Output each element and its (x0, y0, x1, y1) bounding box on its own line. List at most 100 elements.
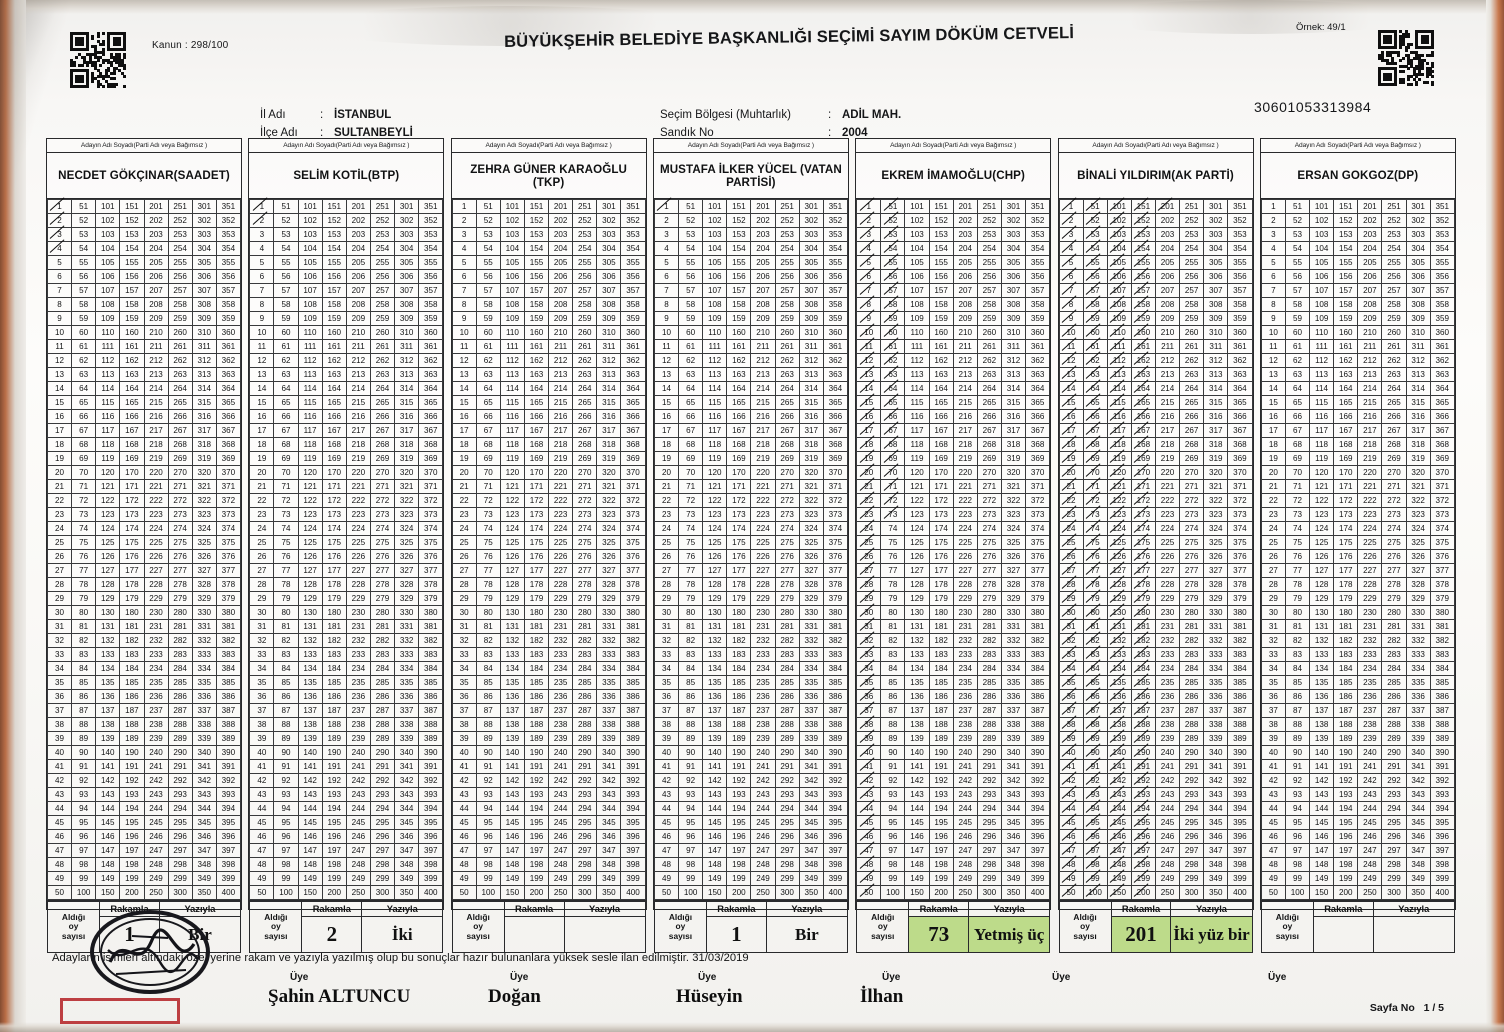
vote-number-cell[interactable]: 236 (345, 689, 371, 704)
vote-number-cell[interactable]: 389 (822, 731, 848, 746)
vote-number-cell[interactable]: 112 (1309, 353, 1335, 368)
vote-number-cell[interactable]: 360 (215, 325, 242, 340)
vote-number-cell[interactable]: 81 (1284, 619, 1311, 634)
vote-number-cell[interactable]: 52 (678, 213, 704, 228)
vote-number-cell[interactable]: 23 (249, 507, 275, 522)
vote-number-cell[interactable]: 143 (702, 787, 728, 802)
vote-number-cell[interactable]: 45 (1058, 815, 1084, 830)
vote-number-cell[interactable]: 196 (1130, 829, 1157, 844)
vote-number-cell[interactable]: 63 (1284, 367, 1311, 382)
vote-number-cell[interactable]: 305 (1203, 255, 1229, 270)
vote-number-cell[interactable]: 280 (774, 605, 800, 620)
vote-number-cell[interactable]: 337 (1000, 703, 1027, 718)
vote-number-cell[interactable]: 297 (976, 843, 1002, 858)
vote-number-cell[interactable]: 59 (273, 311, 299, 326)
vote-number-cell[interactable]: 80 (475, 605, 501, 620)
vote-number-cell[interactable]: 292 (1179, 773, 1205, 788)
vote-number-cell[interactable]: 285 (1381, 675, 1407, 690)
vote-number-cell[interactable]: 59 (1082, 311, 1108, 326)
vote-number-cell[interactable]: 251 (369, 199, 396, 214)
vote-number-cell[interactable]: 35 (249, 675, 275, 690)
vote-number-cell[interactable]: 111 (1309, 339, 1335, 354)
vote-number-cell[interactable]: 357 (215, 283, 242, 298)
vote-number-cell[interactable]: 353 (822, 227, 848, 242)
vote-number-cell[interactable]: 289 (1381, 731, 1407, 746)
vote-number-cell[interactable]: 280 (1179, 605, 1205, 620)
vote-number-cell[interactable]: 382 (1429, 633, 1455, 648)
vote-number-cell[interactable]: 7 (46, 283, 73, 298)
vote-number-cell[interactable]: 124 (499, 521, 525, 536)
vote-number-cell[interactable]: 69 (71, 451, 97, 466)
vote-number-cell[interactable]: 190 (119, 745, 145, 760)
vote-number-cell[interactable]: 271 (369, 479, 396, 494)
vote-number-cell[interactable]: 17 (249, 423, 275, 438)
vote-number-cell[interactable]: 36 (249, 689, 275, 704)
vote-number-cell[interactable]: 57 (71, 283, 97, 298)
vote-number-cell[interactable]: 358 (822, 297, 848, 312)
vote-number-cell[interactable]: 122 (499, 493, 525, 508)
vote-number-cell[interactable]: 365 (1025, 395, 1051, 410)
vote-number-cell[interactable]: 133 (297, 647, 323, 662)
vote-number-cell[interactable]: 15 (1260, 395, 1286, 410)
vote-number-cell[interactable]: 352 (822, 213, 848, 228)
vote-number-cell[interactable]: 148 (95, 857, 121, 872)
vote-number-cell[interactable]: 163 (523, 367, 550, 382)
vote-number-cell[interactable]: 346 (1000, 829, 1027, 844)
vote-number-cell[interactable]: 207 (143, 283, 169, 298)
vote-number-cell[interactable]: 25 (46, 535, 73, 550)
vote-number-cell[interactable]: 14 (46, 381, 73, 396)
vote-number-cell[interactable]: 344 (1000, 801, 1027, 816)
vote-number-cell[interactable]: 283 (369, 647, 396, 662)
vote-number-cell[interactable]: 377 (215, 563, 242, 578)
vote-number-cell[interactable]: 108 (297, 297, 323, 312)
vote-number-cell[interactable]: 265 (1179, 395, 1205, 410)
vote-number-cell[interactable]: 154 (119, 241, 145, 256)
vote-number-cell[interactable]: 125 (702, 535, 728, 550)
vote-number-cell[interactable]: 87 (475, 703, 501, 718)
vote-number-cell[interactable]: 61 (880, 339, 906, 354)
vote-number-cell[interactable]: 194 (726, 801, 752, 816)
vote-number-cell[interactable]: 286 (774, 689, 800, 704)
vote-number-cell[interactable]: 287 (976, 703, 1002, 718)
vote-number-cell[interactable]: 143 (904, 787, 930, 802)
vote-number-cell[interactable]: 373 (418, 507, 444, 522)
vote-number-cell[interactable]: 174 (523, 521, 550, 536)
vote-number-cell[interactable]: 10 (46, 325, 73, 340)
vote-number-cell[interactable]: 223 (750, 507, 776, 522)
vote-number-cell[interactable]: 287 (774, 703, 800, 718)
vote-number-cell[interactable]: 140 (904, 745, 930, 760)
vote-number-cell[interactable]: 294 (167, 801, 193, 816)
vote-number-cell[interactable]: 345 (394, 815, 420, 830)
vote-number-cell[interactable]: 295 (572, 815, 598, 830)
vote-number-cell[interactable]: 19 (1260, 451, 1286, 466)
vote-number-cell[interactable]: 133 (1309, 647, 1335, 662)
vote-number-cell[interactable]: 349 (1000, 871, 1027, 886)
vote-number-cell[interactable]: 261 (1381, 339, 1407, 354)
vote-number-cell[interactable]: 128 (499, 577, 525, 592)
vote-number-cell[interactable]: 336 (1000, 689, 1027, 704)
vote-number-cell[interactable]: 357 (822, 283, 848, 298)
vote-number-cell[interactable]: 30 (856, 605, 882, 620)
vote-number-cell[interactable]: 106 (297, 269, 323, 284)
vote-number-cell[interactable]: 281 (774, 619, 800, 634)
vote-number-cell[interactable]: 276 (1381, 549, 1407, 564)
vote-number-cell[interactable]: 279 (369, 591, 396, 606)
vote-number-cell[interactable]: 301 (394, 199, 420, 214)
vote-number-cell[interactable]: 218 (548, 437, 574, 452)
vote-number-cell[interactable]: 218 (750, 437, 776, 452)
vote-number-cell[interactable]: 106 (1309, 269, 1335, 284)
vote-number-cell[interactable]: 287 (167, 703, 193, 718)
vote-number-cell[interactable]: 90 (475, 745, 501, 760)
vote-number-cell[interactable]: 120 (904, 465, 930, 480)
vote-number-cell[interactable]: 89 (1082, 731, 1108, 746)
vote-number-cell[interactable]: 176 (726, 549, 752, 564)
vote-number-cell[interactable]: 136 (702, 689, 728, 704)
vote-number-cell[interactable]: 19 (856, 451, 882, 466)
vote-number-cell[interactable]: 294 (1179, 801, 1205, 816)
vote-number-cell[interactable]: 280 (167, 605, 193, 620)
vote-number-cell[interactable]: 312 (1203, 353, 1229, 368)
vote-number-cell[interactable]: 176 (119, 549, 145, 564)
vote-number-cell[interactable]: 382 (620, 633, 646, 648)
vote-number-cell[interactable]: 394 (418, 801, 444, 816)
vote-number-cell[interactable]: 359 (620, 311, 646, 326)
